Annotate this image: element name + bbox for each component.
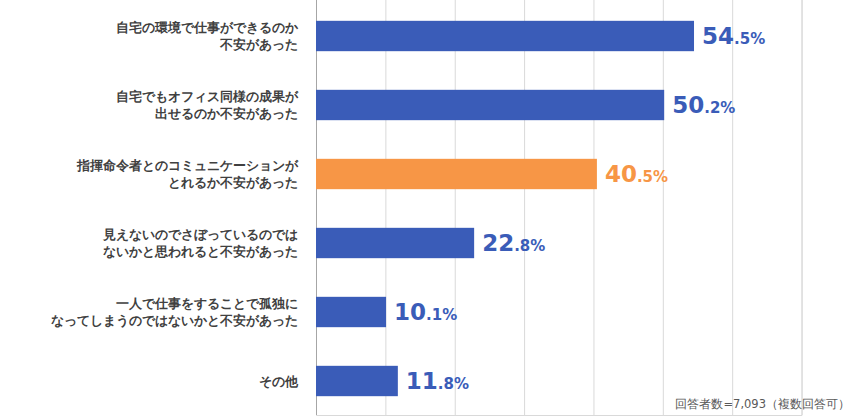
bar xyxy=(316,21,694,51)
y-axis: 自宅の環境で仕事ができるのか不安があった自宅でもオフィス同様の成果が出せるのか不… xyxy=(51,20,299,389)
category-label: 指揮命令者とのコミュニケーションがとれるか不安があった xyxy=(76,158,299,190)
data-labels: 54.5% 50.2% 40.5% 22.8% 10.1% 11.8% xyxy=(394,23,765,394)
bar xyxy=(316,297,386,327)
tick xyxy=(524,0,525,415)
tick xyxy=(593,0,594,415)
bars xyxy=(316,21,694,396)
grid-line xyxy=(732,0,733,415)
x-axis xyxy=(317,0,803,416)
tick xyxy=(802,0,803,415)
grid-line xyxy=(455,0,456,415)
grid-line xyxy=(385,0,386,415)
tick xyxy=(663,0,664,415)
category-label: 自宅でもオフィス同様の成果が出せるのか不安があった xyxy=(116,89,299,121)
category-label: 見えないのでさぼっているのではないかと思われると不安があった xyxy=(102,227,298,259)
tick xyxy=(385,0,386,415)
data-label: 54.5% xyxy=(702,23,765,49)
bar xyxy=(316,228,474,258)
bar xyxy=(316,90,664,120)
grid-line xyxy=(524,0,525,415)
data-label: 11.8% xyxy=(406,368,469,394)
grid-line xyxy=(663,0,664,415)
category-label: その他 xyxy=(259,374,299,389)
annotation: 回答者数=7,093（複数回答可） xyxy=(675,397,850,411)
chart: 自宅の環境で仕事ができるのか不安があった自宅でもオフィス同様の成果が出せるのか不… xyxy=(0,0,860,416)
axis-line xyxy=(317,0,803,416)
axis-line xyxy=(316,0,317,415)
tick xyxy=(455,0,456,415)
data-label: 50.2% xyxy=(672,92,735,118)
tick xyxy=(316,0,317,415)
grid-line xyxy=(802,0,803,415)
category-label: 自宅の環境で仕事ができるのか不安があった xyxy=(116,20,299,52)
category-label: 一人で仕事をすることで孤独になってしまうのではないかと不安があった xyxy=(51,296,298,328)
grid-line xyxy=(593,0,594,415)
data-label: 10.1% xyxy=(394,299,457,325)
bar xyxy=(316,159,597,189)
data-label: 40.5% xyxy=(605,161,668,187)
tick xyxy=(732,0,733,415)
bar xyxy=(316,366,398,396)
data-label: 22.8% xyxy=(482,230,545,256)
